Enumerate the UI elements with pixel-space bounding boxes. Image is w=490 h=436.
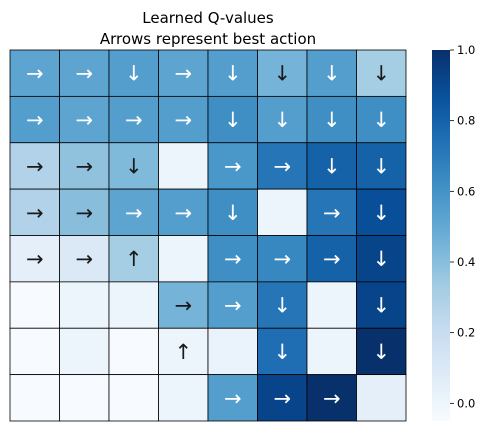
best-action-arrow-r5-c5: ↓ (273, 294, 291, 318)
best-action-arrow-r1-c0: → (26, 108, 44, 132)
best-action-arrow-r3-c0: → (26, 201, 44, 225)
heatmap-cell-r6-c1 (60, 328, 110, 374)
heatmap-cell-r5-c6 (307, 282, 357, 328)
colorbar-tick-label-3: 0.6 (457, 184, 475, 198)
best-action-arrow-r5-c4: → (224, 294, 242, 318)
best-action-arrow-r3-c6: → (323, 201, 341, 225)
best-action-arrow-r6-c3: ↑ (174, 340, 192, 364)
best-action-arrow-r1-c6: ↓ (323, 108, 341, 132)
heatmap-cell-r2-c3 (159, 143, 209, 189)
best-action-arrow-r0-c7: ↓ (372, 62, 390, 86)
heatmap-cell-r4-c3 (159, 236, 209, 282)
heatmap-cell-r6-c0 (10, 328, 60, 374)
best-action-arrow-r0-c3: → (174, 62, 192, 86)
best-action-arrow-r4-c4: → (224, 247, 242, 271)
chart-title-line-1: Learned Q-values (142, 9, 274, 27)
best-action-arrow-r0-c6: ↓ (323, 62, 341, 86)
best-action-arrow-r0-c5: ↓ (273, 62, 291, 86)
best-action-arrow-r0-c4: ↓ (224, 62, 242, 86)
best-action-arrow-r3-c2: → (125, 201, 143, 225)
colorbar-tick-label-2: 0.4 (457, 255, 475, 269)
best-action-arrow-r3-c4: ↓ (224, 201, 242, 225)
heatmap-cell-r6-c6 (307, 328, 357, 374)
chart-title-line-2: Arrows represent best action (100, 30, 316, 48)
heatmap-cell-r7-c2 (109, 375, 159, 421)
best-action-arrow-r7-c4: → (224, 386, 242, 410)
best-action-arrow-r0-c0: → (26, 62, 44, 86)
heatmap-cell-r5-c1 (60, 282, 110, 328)
best-action-arrow-r4-c0: → (26, 247, 44, 271)
best-action-arrow-r5-c3: → (174, 294, 192, 318)
best-action-arrow-r2-c7: ↓ (372, 154, 390, 178)
best-action-arrow-r1-c5: ↓ (273, 108, 291, 132)
heatmap-cell-r6-c4 (208, 328, 258, 374)
best-action-arrow-r2-c2: ↓ (125, 154, 143, 178)
colorbar-tick-label-1: 0.2 (457, 326, 475, 340)
best-action-arrow-r3-c1: → (75, 201, 93, 225)
heatmap-cell-r5-c0 (10, 282, 60, 328)
best-action-arrow-r1-c7: ↓ (372, 108, 390, 132)
heatmap-cell-r7-c7 (357, 375, 407, 421)
best-action-arrow-r7-c6: → (323, 386, 341, 410)
best-action-arrow-r7-c5: → (273, 386, 291, 410)
heatmap-cell-r3-c5 (258, 189, 308, 235)
heatmap-cell-r7-c3 (159, 375, 209, 421)
best-action-arrow-r3-c7: ↓ (372, 201, 390, 225)
best-action-arrow-r1-c4: ↓ (224, 108, 242, 132)
best-action-arrow-r1-c1: → (75, 108, 93, 132)
best-action-arrow-r0-c1: → (75, 62, 93, 86)
heatmap-cell-r6-c2 (109, 328, 159, 374)
heatmap-cells: → → ↓ → ↓ ↓ ↓ ↓ → → → → ↓ ↓ ↓ ↓ → → ↓ → → ↓ ↓ → → → → ↓ → ↓ → → ↑ → → → ↓ → → ↓… (10, 50, 406, 421)
best-action-arrow-r6-c7: ↓ (372, 340, 390, 364)
best-action-arrow-r2-c1: → (75, 154, 93, 178)
heatmap-cell-r5-c2 (109, 282, 159, 328)
best-action-arrow-r5-c7: ↓ (372, 294, 390, 318)
best-action-arrow-r4-c7: ↓ (372, 247, 390, 271)
colorbar-tick-label-5: 1.0 (457, 43, 475, 57)
best-action-arrow-r2-c6: ↓ (323, 154, 341, 178)
best-action-arrow-r4-c5: → (273, 247, 291, 271)
best-action-arrow-r2-c4: → (224, 154, 242, 178)
best-action-arrow-r6-c5: ↓ (273, 340, 291, 364)
heatmap-cell-r7-c0 (10, 375, 60, 421)
colorbar: 0.0 0.2 0.4 0.6 0.8 1.0 (432, 43, 475, 421)
best-action-arrow-r2-c0: → (26, 154, 44, 178)
colorbar-tick-label-4: 0.8 (457, 114, 475, 128)
best-action-arrow-r4-c1: → (75, 247, 93, 271)
colorbar-gradient (432, 50, 450, 421)
heatmap-cell-r7-c1 (60, 375, 110, 421)
best-action-arrow-r3-c3: → (174, 201, 192, 225)
best-action-arrow-r2-c5: → (273, 154, 291, 178)
best-action-arrow-r1-c2: → (125, 108, 143, 132)
best-action-arrow-r0-c2: ↓ (125, 62, 143, 86)
best-action-arrow-r1-c3: → (174, 108, 192, 132)
colorbar-tick-label-0: 0.0 (457, 396, 475, 410)
best-action-arrow-r4-c2: ↑ (125, 247, 143, 271)
best-action-arrow-r4-c6: → (323, 247, 341, 271)
